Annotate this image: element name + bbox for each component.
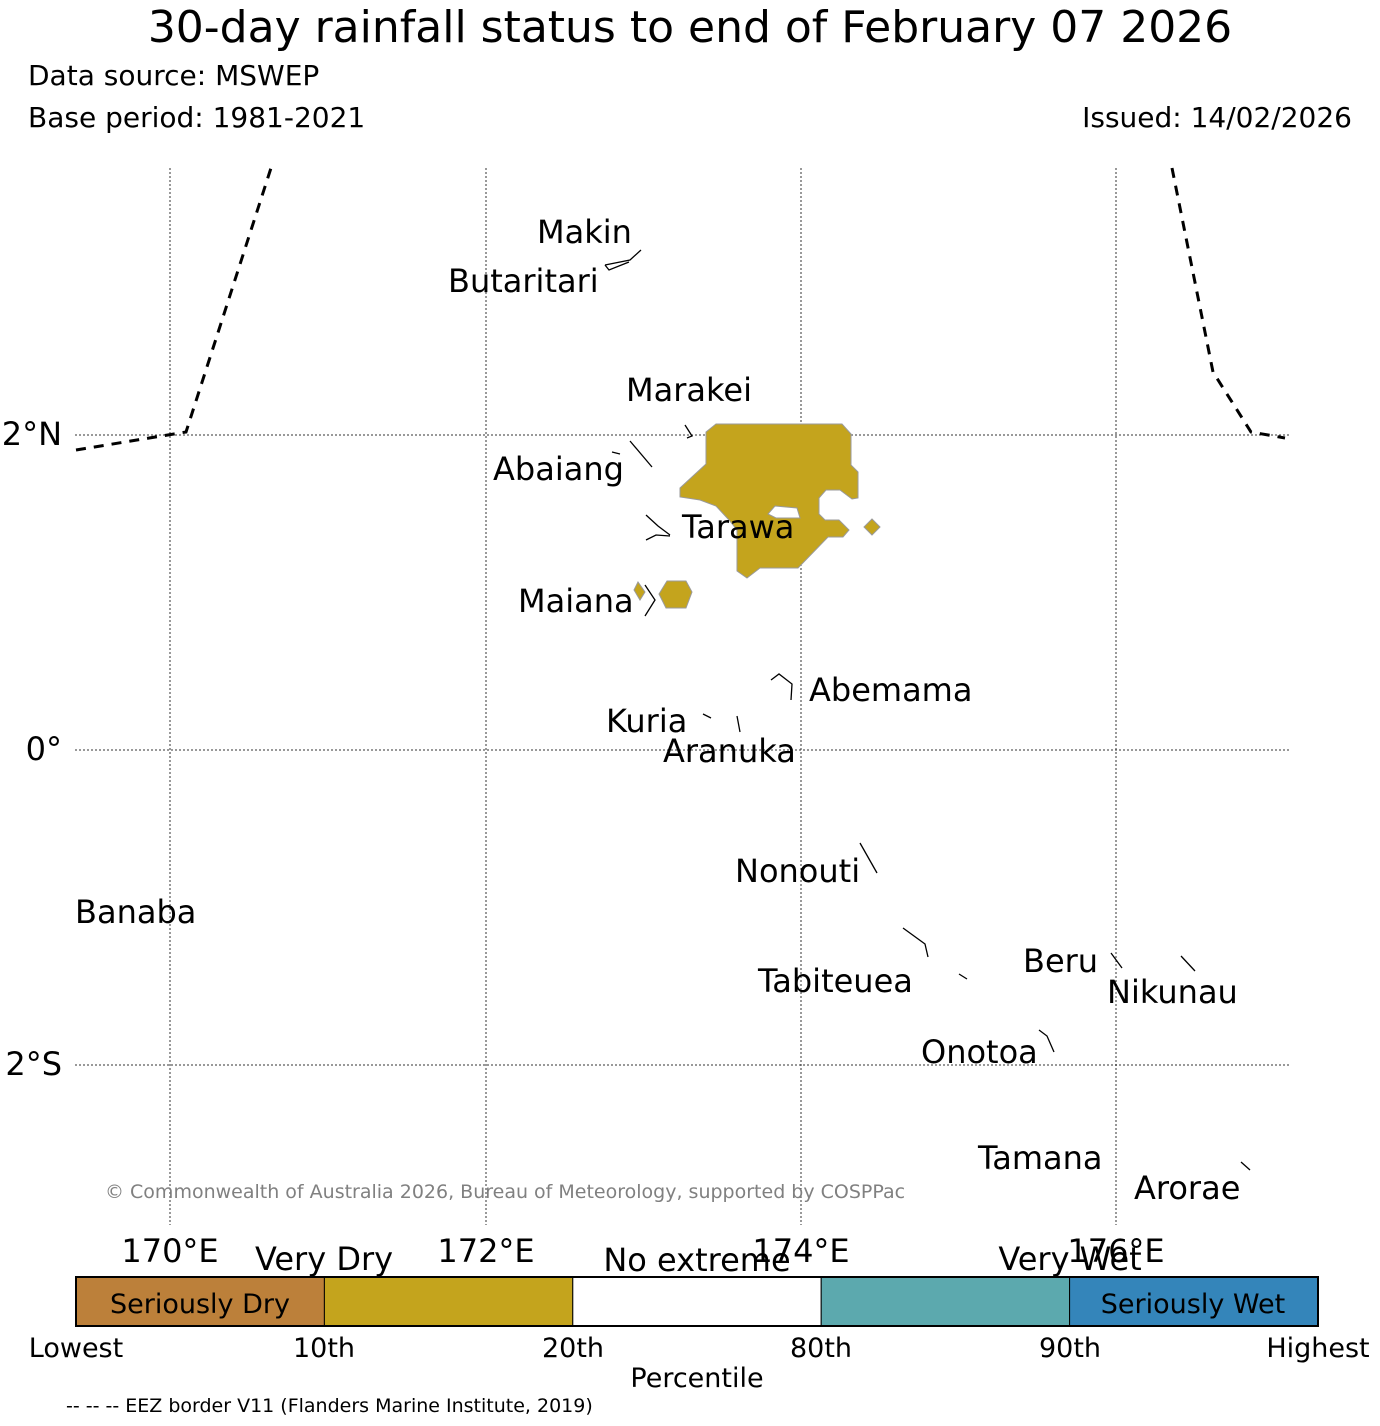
lon-label-172e: 172°E bbox=[437, 1232, 534, 1270]
island-label-abaiang: Abaiang bbox=[493, 450, 624, 488]
beru-outline bbox=[1110, 952, 1123, 969]
lon-label-170e: 170°E bbox=[121, 1232, 218, 1270]
legend-category-no-extreme: No extreme bbox=[603, 1241, 790, 1279]
makin-outline bbox=[604, 249, 642, 266]
legend-tick-10th: 10th bbox=[293, 1333, 355, 1364]
island-label-onotoa: Onotoa bbox=[921, 1033, 1038, 1071]
island-label-butaritari: Butaritari bbox=[448, 262, 599, 300]
island-label-arorae: Arorae bbox=[1134, 1169, 1240, 1207]
legend-tick-lowest: Lowest bbox=[29, 1333, 123, 1364]
island-label-banaba: Banaba bbox=[75, 893, 196, 931]
issued-date-label: Issued: 14/02/2026 bbox=[1082, 101, 1352, 134]
legend-frame bbox=[75, 1276, 1319, 1327]
abaiang-outline bbox=[629, 440, 653, 468]
lat-label-2s: 2°S bbox=[5, 1045, 62, 1083]
eez-footnote: -- -- -- EEZ border V11 (Flanders Marine… bbox=[66, 1395, 593, 1417]
island-label-kuria: Kuria bbox=[606, 702, 687, 740]
legend-category-very-wet: Very Wet bbox=[998, 1240, 1141, 1278]
data-source-label: Data source: MSWEP bbox=[28, 59, 320, 92]
island-label-maiana: Maiana bbox=[518, 582, 634, 620]
map-title: 30-day rainfall status to end of Februar… bbox=[147, 2, 1233, 53]
nonouti-outline bbox=[859, 842, 878, 874]
eez-border-east bbox=[1170, 167, 1286, 440]
aranuka-outline bbox=[736, 715, 741, 733]
legend-tick-highest: Highest bbox=[1266, 1333, 1369, 1364]
legend-swatch-no-extreme bbox=[572, 1276, 822, 1327]
very-dry-patch-small bbox=[633, 581, 646, 601]
legend-swatch-very-dry bbox=[323, 1276, 574, 1327]
legend-label-seriously-dry: Seriously Dry bbox=[110, 1289, 290, 1320]
very-dry-patch-east bbox=[863, 518, 881, 536]
tarawa-outline bbox=[645, 514, 671, 541]
lon-label-174e: 174°E bbox=[752, 1232, 849, 1270]
tabiteuea-outline bbox=[902, 927, 929, 958]
island-label-nikunau: Nikunau bbox=[1107, 973, 1238, 1011]
legend-label-seriously-wet: Seriously Wet bbox=[1101, 1289, 1285, 1320]
legend-category-very-dry: Very Dry bbox=[255, 1240, 393, 1278]
island-outlines bbox=[604, 249, 1251, 1171]
island-label-tamana: Tamana bbox=[977, 1139, 1103, 1177]
arorae-outline bbox=[1240, 1161, 1251, 1171]
island-label-beru: Beru bbox=[1023, 942, 1098, 980]
butaritari-outline bbox=[604, 261, 630, 271]
island-label-nonouti: Nonouti bbox=[735, 852, 860, 890]
island-label-makin: Makin bbox=[537, 213, 632, 251]
island-label-tabiteuea: Tabiteuea bbox=[757, 962, 913, 1000]
abemama-outline bbox=[770, 673, 793, 701]
marakei-outline bbox=[684, 424, 693, 439]
island-label-abemama: Abemama bbox=[809, 671, 972, 709]
graticule bbox=[75, 168, 1290, 1225]
tabiteuea-outline-2 bbox=[958, 973, 968, 980]
legend-tick-90th: 90th bbox=[1039, 1333, 1101, 1364]
island-label-aranuka: Aranuka bbox=[663, 732, 796, 770]
very-dry-region bbox=[633, 423, 881, 609]
eez-border bbox=[75, 167, 1286, 452]
lat-label-2n: 2°N bbox=[2, 415, 62, 453]
eez-border-west bbox=[75, 167, 273, 452]
copyright-notice: © Commonwealth of Australia 2026, Bureau… bbox=[105, 1181, 905, 1203]
lon-label-176e: 176°E bbox=[1067, 1232, 1164, 1270]
onotoa-outline bbox=[1038, 1029, 1055, 1053]
lat-label-equator: 0° bbox=[26, 730, 62, 768]
island-label-tarawa: Tarawa bbox=[681, 508, 794, 546]
maiana-outline bbox=[644, 584, 656, 617]
legend-axis-label: Percentile bbox=[630, 1363, 763, 1394]
very-dry-area-tarawa bbox=[679, 423, 859, 579]
legend-swatch-very-wet bbox=[820, 1276, 1071, 1327]
legend-tick-20th: 20th bbox=[542, 1333, 604, 1364]
nikunau-outline bbox=[1180, 955, 1196, 972]
legend-tick-80th: 80th bbox=[790, 1333, 852, 1364]
island-label-marakei: Marakei bbox=[626, 371, 752, 409]
kuria-outline bbox=[702, 713, 712, 719]
base-period-label: Base period: 1981-2021 bbox=[28, 101, 366, 134]
abaiang-outline-2 bbox=[611, 451, 621, 455]
very-dry-patch-maiana bbox=[658, 580, 693, 609]
legend: Very Dry No extreme Very Wet Seriously D… bbox=[29, 1240, 1370, 1394]
